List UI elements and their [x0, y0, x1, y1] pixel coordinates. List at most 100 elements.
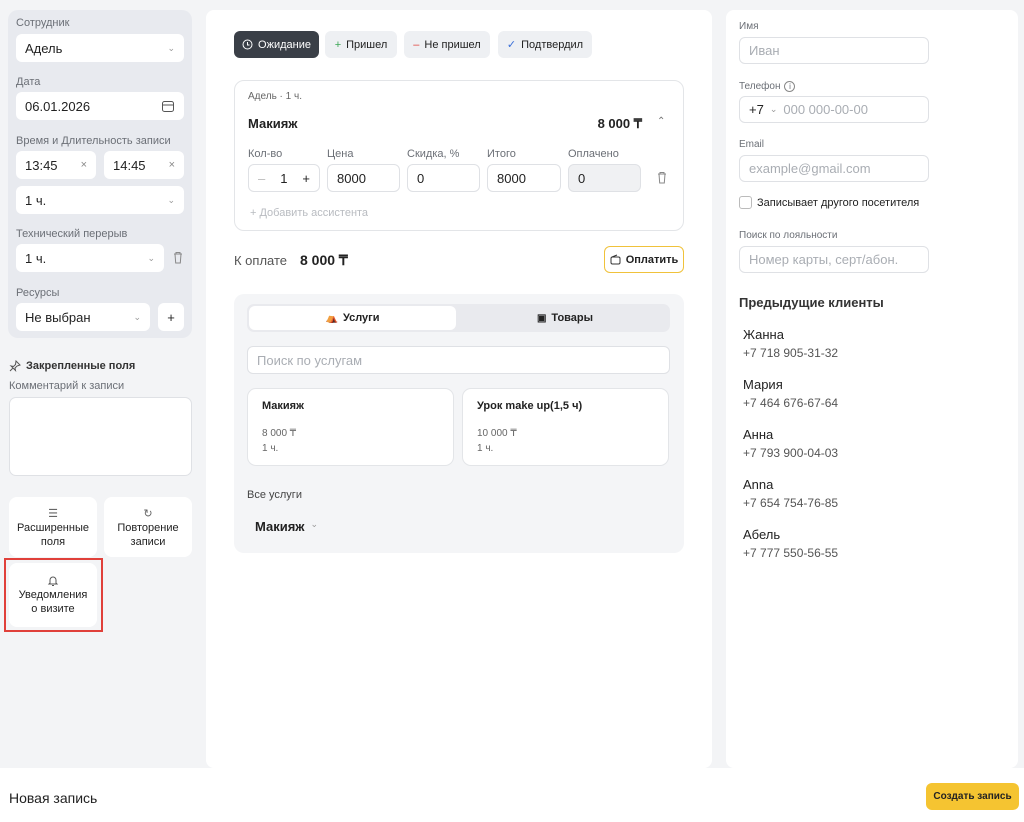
- value: 06.01.2026: [25, 98, 91, 114]
- date-input[interactable]: 06.01.2026: [16, 92, 184, 120]
- select[interactable]: Не выбран ⌄: [16, 303, 150, 331]
- client-name[interactable]: Мария: [743, 377, 783, 392]
- select[interactable]: Адель ⌄: [16, 34, 184, 62]
- text: Товары: [551, 312, 594, 324]
- pay-button[interactable]: Оплатить: [604, 246, 684, 273]
- text: Подтвердил: [521, 38, 584, 51]
- column-label: Скидка, %: [407, 148, 460, 160]
- search-input[interactable]: Поиск по услугам: [247, 346, 670, 374]
- value: 1 ч.: [25, 192, 47, 208]
- service-duration: 1 ч.: [262, 443, 279, 454]
- create-button[interactable]: Создать запись: [926, 783, 1019, 810]
- trash-icon[interactable]: [172, 251, 184, 265]
- status-button[interactable]: Ожидание: [234, 31, 319, 58]
- value: 14:45: [113, 157, 146, 173]
- tab-active[interactable]: ⛺ Услуги: [249, 306, 456, 330]
- text: Телефон: [739, 81, 781, 92]
- right-panel: [726, 10, 1018, 768]
- client-name[interactable]: Анна: [743, 427, 774, 442]
- client-phone: +7 777 550-56-55: [743, 546, 839, 560]
- label: Сотрудник: [16, 17, 70, 29]
- service-meta: Адель · 1 ч.: [248, 91, 302, 102]
- phone-input[interactable]: +7 ⌄ 000 000-00-00: [739, 96, 929, 123]
- text: Уведомления: [18, 589, 88, 601]
- icon: ✓: [506, 39, 517, 51]
- category[interactable]: Макияж ⌄: [255, 519, 318, 534]
- checkbox-label: Записывает другого посетителя: [757, 197, 920, 209]
- calendar-icon: [162, 101, 174, 112]
- label: Технический перерыв: [16, 228, 128, 240]
- tile-button[interactable]: Уведомления о визите: [9, 563, 97, 627]
- icon: ⛺: [325, 312, 338, 324]
- clear: ×: [168, 159, 175, 171]
- status-button[interactable]: ✓ Подтвердил: [498, 31, 592, 58]
- add-assistant[interactable]: + Добавить ассистента: [250, 207, 369, 219]
- text: о визите: [31, 603, 75, 615]
- tile-button[interactable]: ↻ Повторение записи: [104, 497, 192, 557]
- email-input[interactable]: example@gmail.com: [739, 155, 929, 182]
- time-input[interactable]: 14:45 ×: [104, 151, 184, 179]
- service-tile[interactable]: [247, 388, 454, 466]
- value: Адель: [25, 40, 63, 56]
- value: 0: [417, 170, 425, 186]
- add-button[interactable]: +: [158, 303, 184, 331]
- select[interactable]: 1 ч. ⌄: [16, 186, 184, 214]
- status-button[interactable]: – Не пришел: [404, 31, 490, 58]
- info-icon[interactable]: i: [784, 81, 796, 92]
- value: 0: [578, 170, 586, 186]
- chevron: ⌄: [147, 252, 155, 263]
- placeholder: Поиск по услугам: [257, 352, 363, 368]
- all-services: Все услуги: [247, 489, 302, 501]
- tile-button[interactable]: ☰ Расширенные поля: [9, 497, 97, 557]
- chevron: ⌄: [167, 42, 175, 53]
- text: Повторение: [117, 521, 179, 534]
- section-title: Предыдущие клиенты: [739, 295, 884, 310]
- label: Поиск по лояльности: [739, 230, 838, 241]
- status-button[interactable]: + Пришел: [325, 31, 397, 58]
- client-phone: +7 718 905-31-32: [743, 346, 839, 360]
- clear: ×: [80, 159, 87, 171]
- icon: –: [413, 38, 420, 51]
- paid-input: 0: [568, 164, 641, 192]
- highlight-box: [4, 558, 103, 632]
- to-pay-amount: 8 000 ₸: [300, 252, 348, 268]
- client-name[interactable]: Абель: [743, 527, 781, 542]
- comment-textarea[interactable]: [9, 397, 192, 476]
- placeholder: Иван: [749, 43, 780, 58]
- sum-input[interactable]: 8000: [487, 164, 561, 192]
- minus[interactable]: –: [258, 170, 266, 186]
- label: Дата: [16, 76, 41, 88]
- icon: ☰: [48, 507, 58, 520]
- collapse-icon[interactable]: ⌃: [657, 116, 666, 127]
- client-name[interactable]: Жанна: [743, 327, 784, 342]
- plus[interactable]: +: [302, 170, 310, 186]
- icon: ▣: [536, 312, 547, 324]
- qty-stepper[interactable]: –1 +: [248, 164, 320, 192]
- select[interactable]: 1 ч. ⌄: [16, 244, 164, 272]
- text: Оплатить: [625, 253, 679, 266]
- loyalty-input[interactable]: Номер карты, серт/абон.: [739, 246, 929, 273]
- pinned-title: Закрепленные поля: [26, 360, 136, 372]
- client-name[interactable]: Anna: [743, 477, 774, 492]
- checkbox[interactable]: [739, 196, 752, 209]
- value: 1 ч.: [25, 250, 47, 266]
- icon: +: [334, 38, 342, 51]
- tab[interactable]: ▣ Товары: [462, 306, 668, 330]
- column-label: Оплачено: [568, 148, 619, 160]
- text: Макияж: [255, 519, 305, 534]
- service-tile[interactable]: [462, 388, 669, 466]
- value: 8000: [337, 170, 366, 186]
- price-input[interactable]: 8000: [327, 164, 400, 192]
- service-name: Урок make up(1,5 ч): [477, 400, 583, 412]
- value: 1: [280, 170, 288, 186]
- time-input[interactable]: 13:45 ×: [16, 151, 96, 179]
- discount-input[interactable]: 0: [407, 164, 480, 192]
- trash-icon[interactable]: [656, 171, 668, 185]
- value: Не выбран: [25, 309, 91, 325]
- service-card: [234, 80, 684, 231]
- service-name: Макияж: [262, 400, 304, 412]
- column-label: Итого: [487, 148, 516, 160]
- name-input[interactable]: Иван: [739, 37, 929, 64]
- column-label: Цена: [327, 148, 354, 160]
